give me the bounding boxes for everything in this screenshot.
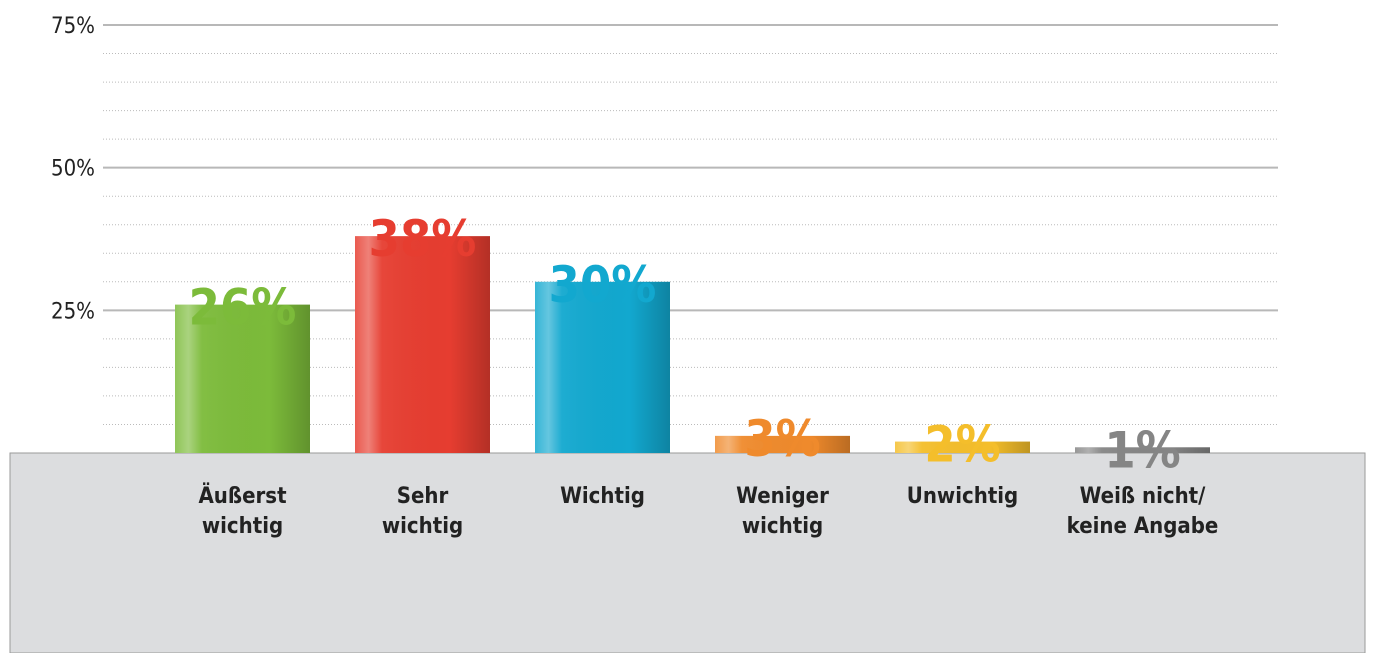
x-tick-label: Wichtig [560,484,645,509]
y-tick-label: 50% [51,157,95,182]
x-tick-label: Unwichtig [907,484,1018,509]
y-tick-label: 75% [51,14,95,39]
x-tick-label: Äußerst wichtig [198,483,287,539]
floor [9,452,1366,653]
bar-shade [895,441,1030,453]
value-label: 38% [369,210,477,268]
bar-shade [535,281,670,453]
bar-shade [715,435,850,453]
value-label: 30% [549,256,657,314]
value-label: 3% [744,410,820,468]
x-tick-label: Sehr wichtig [382,484,463,539]
x-tick-label: Weiß nicht/keine Angabe [1067,484,1219,539]
value-label: 1% [1104,421,1180,479]
bar-shade [175,304,310,453]
bar-shade [1075,447,1210,453]
bar-shade [355,236,490,453]
value-label: 2% [924,416,1000,474]
value-label: 26% [189,279,297,337]
x-tick-label: Weniger wichtig [736,484,829,539]
y-tick-label: 25% [51,299,95,324]
